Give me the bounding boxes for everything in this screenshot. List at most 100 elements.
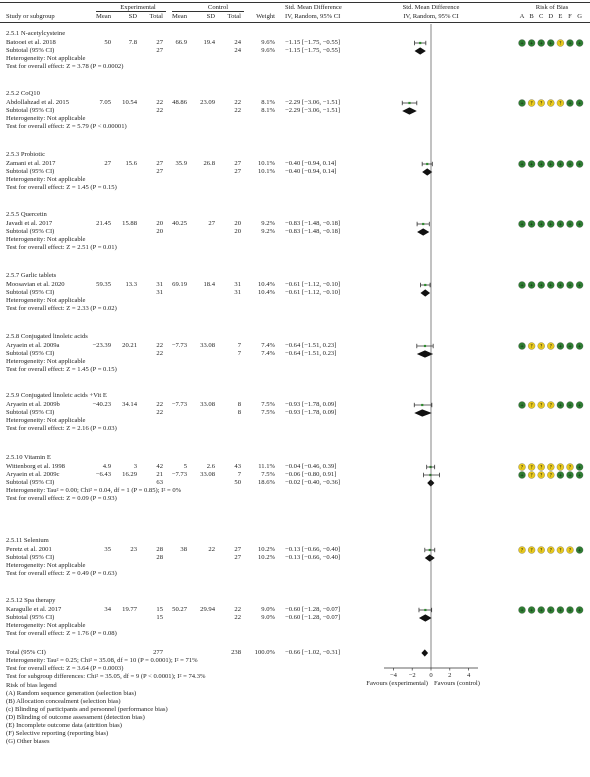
group-1-study-1-rob-d	[547, 39, 555, 47]
group-9-study-1-rob-c	[537, 546, 545, 554]
group-3-study-1-e-sd: 15.6	[125, 160, 137, 167]
group-8-study-1-c-n: 43	[234, 463, 241, 470]
group-5-study-1-rob-b	[527, 281, 536, 289]
group-1-study-1-e-sd: 7.8	[128, 39, 137, 46]
group-10-study-1-ci-text: −0.60 [−1.28, −0.07]	[285, 606, 341, 613]
group-9-study-1-rob-b-glyph: ?	[530, 548, 533, 554]
group-8-study-2-c-sd: 33.08	[200, 471, 215, 478]
group-1-heterogeneity: Heterogeneity: Not applicable	[6, 55, 86, 62]
group-4-study-1-rob-b-glyph: +	[530, 222, 534, 228]
group-1-subtotal-diamond	[414, 47, 426, 55]
group-5-study-1-c-n: 31	[234, 281, 241, 288]
group-5-title: 2.5.7 Garlic tablets	[6, 272, 57, 279]
group-4-study-1-c-n: 20	[234, 220, 241, 227]
exp-rule	[96, 11, 166, 12]
group-5-study-1-rob-a-glyph: +	[520, 283, 524, 289]
group-4-subtotal-e-n: 20	[156, 228, 163, 235]
group-4-study-1-rob-f-glyph: +	[568, 222, 572, 228]
group-5-study-1-e-n: 31	[156, 281, 163, 288]
group-3-overall-effect: Test for overall effect: Z = 1.45 (P = 0…	[6, 184, 117, 191]
group-8-study-1-e-mean: 4.9	[102, 463, 111, 470]
group-5-study-1-rob-b-glyph: +	[530, 283, 534, 289]
group-5-study-1-e-sd: 13.3	[125, 281, 137, 288]
group-10-subtotal-weight: 9.0%	[261, 614, 275, 621]
group-7-study-1-weight: 7.5%	[261, 401, 275, 408]
group-7-study-1-rob-c-glyph: ?	[540, 403, 543, 409]
group-6-study-1-e-mean: −23.39	[92, 342, 111, 349]
group-9-study-1-rob-f	[566, 546, 574, 554]
group-7-study-1-rob-a	[518, 401, 526, 409]
group-9-study-1-rob-a-glyph: ?	[521, 548, 524, 554]
rob-legend-item-7: (G) Other biases	[6, 738, 50, 745]
group-4-study-1-rob-d	[547, 220, 555, 228]
rob-letter-g: G	[577, 13, 582, 20]
rob-letter-d: D	[548, 13, 554, 20]
group-9-subtotal-weight: 10.2%	[257, 554, 275, 561]
total-ci-text: −0.66 [−1.02, −0.31]	[285, 649, 341, 656]
group-5-study-1-rob-d-glyph: +	[549, 283, 553, 289]
group-8-study-2-name: Aryaein et al. 2009c	[6, 471, 60, 478]
group-2-study-1-rob-f-glyph: +	[568, 101, 572, 107]
group-4-study-1-rob-g	[575, 220, 584, 228]
group-7-study-1-rob-f-glyph: +	[568, 403, 572, 409]
group-2-study-1-rob-a	[518, 99, 526, 107]
group-9-study-1-point	[428, 548, 431, 552]
group-4-study-1-rob-c-glyph: +	[539, 222, 543, 228]
group-6-study-1-rob-d	[547, 342, 555, 350]
group-3-subtotal-weight: 10.1%	[257, 168, 275, 175]
group-6-study-1-e-sd: 20.21	[122, 342, 137, 349]
group-10-study-1-rob-g	[575, 606, 584, 614]
group-9-overall-effect: Test for overall effect: Z = 0.49 (P = 0…	[6, 570, 117, 577]
group-8-study-1-rob-f	[566, 463, 574, 471]
group-6-overall-effect: Test for overall effect: Z = 1.45 (P = 0…	[6, 366, 117, 373]
group-10-study-1-rob-g-glyph: +	[578, 608, 582, 614]
group-10-study-1-rob-f	[566, 606, 574, 614]
group-3-study-1-weight: 10.1%	[257, 160, 275, 167]
group-6-study-1-name: Aryaein et al. 2009a	[6, 342, 60, 349]
group-10-study-1-point	[424, 608, 427, 612]
group-1-study-1-rob-b-glyph: +	[530, 41, 534, 47]
header-rule	[0, 22, 590, 23]
group-1-study-1-c-sd: 19.4	[203, 39, 215, 46]
group-10-subtotal-c-n: 22	[234, 614, 241, 621]
group-5-study-1-rob-f	[566, 281, 574, 289]
group-2-study-1-rob-c-glyph: ?	[540, 101, 543, 107]
group-9-study-1-c-mean: 38	[180, 546, 187, 553]
group-9-study-1-rob-d	[547, 546, 555, 554]
group-10-study-1-weight: 9.0%	[261, 606, 275, 613]
group-3-study-1-c-n: 27	[234, 160, 241, 167]
group-3-study-1-point	[426, 162, 429, 166]
group-1-study-1-rob-a	[518, 39, 526, 47]
rob-legend-item-5: (E) Incomplete outcome data (attrition b…	[6, 722, 122, 729]
group-7-title: 2.5.9 Conjugated linoleic acids +Vit E	[6, 392, 107, 399]
group-7-subtotal-c-n: 8	[237, 409, 241, 416]
group-10-study-1-e-mean: 34	[104, 606, 111, 613]
group-8-study-2-c-n: 7	[237, 471, 241, 478]
group-8-study-2-rob-e	[556, 471, 565, 479]
group-6-study-1-rob-b-glyph: ?	[530, 344, 533, 350]
group-3-study-1-e-n: 27	[156, 160, 163, 167]
group-10-study-1-rob-b-glyph: +	[530, 608, 534, 614]
group-1-study-1-ci-text: −1.15 [−1.75, −0.55]	[285, 39, 341, 46]
group-6-subtotal-c-n: 7	[237, 350, 241, 357]
group-10-study-1-rob-c	[537, 606, 545, 614]
group-7-study-1-rob-e-glyph: +	[558, 403, 562, 409]
group-8-study-2-rob-a-glyph: +	[520, 473, 524, 479]
group-4-study-1-rob-b	[527, 220, 536, 228]
group-10-subtotal-ci-text: −0.60 [−1.28, −0.07]	[285, 614, 341, 621]
group-5-study-1-rob-c-glyph: +	[539, 283, 543, 289]
group-4-study-1-c-mean: 40.25	[172, 220, 187, 227]
group-3-study-1-rob-b-glyph: +	[530, 162, 534, 168]
group-10-study-1-e-n: 15	[156, 606, 163, 613]
group-8-study-1-e-sd: 3	[133, 463, 137, 470]
group-8-study-1-rob-d	[547, 463, 555, 471]
group-7-study-1-c-mean: −7.73	[171, 401, 187, 408]
group-8-study-2-ci-text: −0.06 [−0.80, 0.91]	[285, 471, 337, 478]
group-9-study-1-rob-c-glyph: ?	[540, 548, 543, 554]
group-8-subtotal-c-n: 50	[234, 479, 241, 486]
group-7-study-1-rob-f	[566, 401, 574, 409]
group-4-subtotal-label: Subtotal (95% CI)	[6, 228, 55, 235]
group-6-study-1-rob-f	[566, 342, 574, 350]
group-6-title: 2.5.8 Conjugated linoleic acids	[6, 333, 88, 340]
